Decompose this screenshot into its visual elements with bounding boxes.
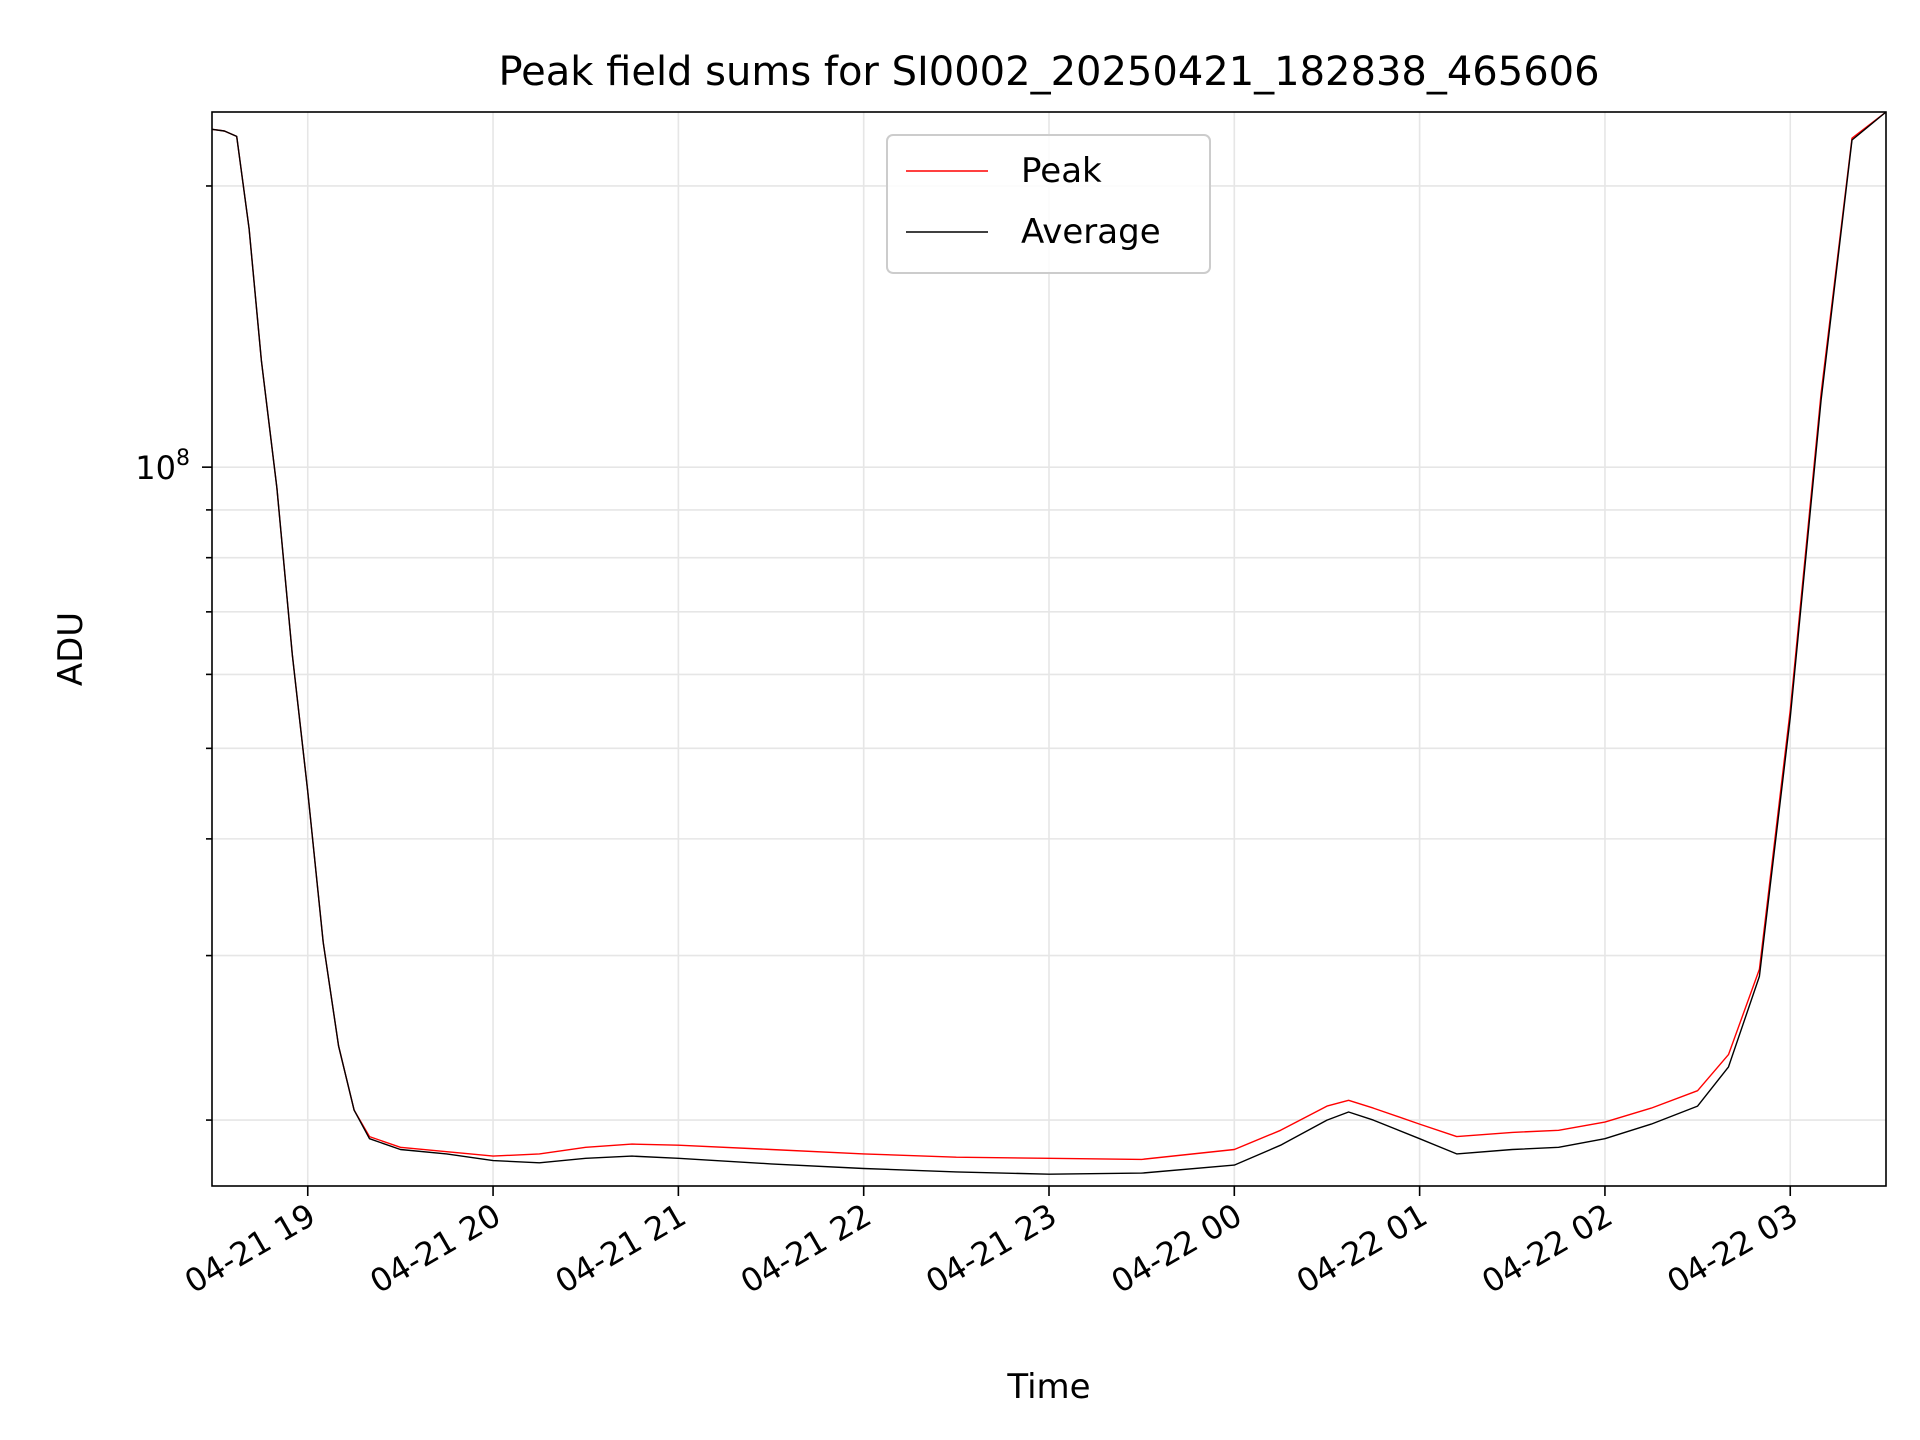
legend-peak-label: Peak [1021,151,1102,191]
legend-average-label: Average [1021,212,1161,252]
series-layer [211,111,1887,1175]
y-tick-label: 108 [135,446,190,487]
y-axis-label: ADU [51,612,91,686]
legend: Peak Average [886,134,1211,274]
y-axis: 108 [135,185,212,1121]
x-axis-label: Time [1006,1367,1090,1407]
legend-box [886,134,1211,274]
average-line [211,111,1887,1175]
chart-title: Peak field sums for SI0002_20250421_1828… [498,49,1599,95]
